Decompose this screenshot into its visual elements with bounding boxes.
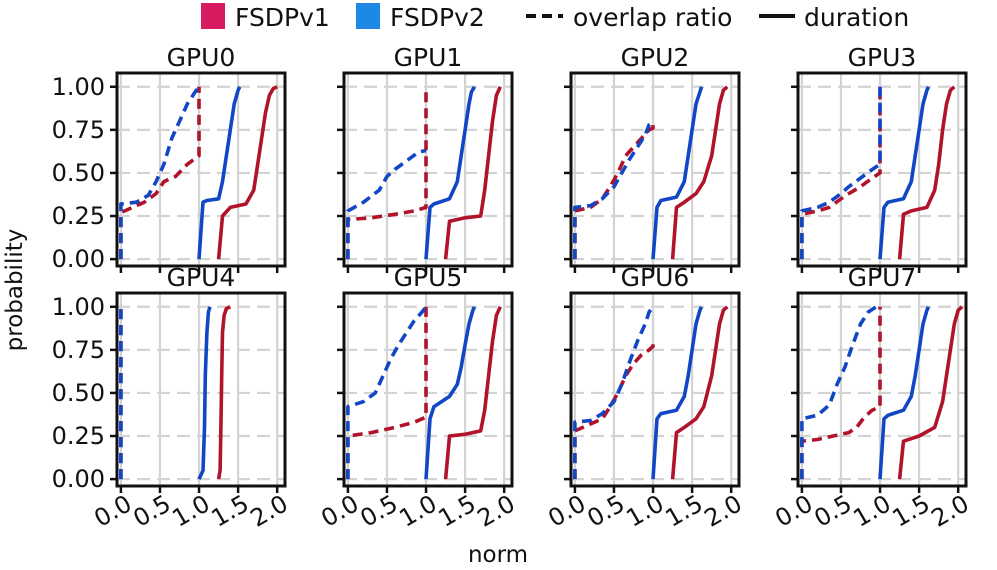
subplot-title: GPU1: [394, 43, 463, 72]
series-fsdpv1-overlap-ratio: [573, 121, 655, 260]
series-fsdpv2-duration: [424, 306, 477, 480]
legend: FSDPv1 FSDPv2 overlap ratio duration: [201, 3, 909, 32]
y-tick-label: 1.00: [52, 293, 105, 321]
series-fsdpv1-duration: [897, 85, 956, 260]
y-tick-label: 0.00: [52, 465, 105, 493]
series-fsdpv2-overlap-ratio: [573, 305, 655, 480]
y-tick-label: 0.50: [52, 379, 105, 407]
y-tick-label: 0.75: [52, 336, 105, 364]
subplot-title: GPU7: [848, 263, 917, 292]
plot-frame: [115, 291, 287, 488]
series-fsdpv1-duration: [216, 305, 232, 480]
series-fsdpv1-duration: [216, 85, 278, 260]
subplot-gpu2: GPU2: [564, 43, 741, 273]
x-tick-label: 2.0: [473, 489, 520, 532]
subplot-title: GPU4: [167, 263, 236, 292]
x-tick-label: 2.0: [700, 489, 747, 532]
legend-label-fsdpv2: FSDPv2: [390, 3, 485, 32]
legend-swatch-fsdpv2: [356, 3, 380, 29]
series-fsdpv1-overlap-ratio: [800, 86, 882, 260]
series-fsdpv1-duration: [670, 305, 729, 480]
series-fsdpv2-duration: [878, 86, 931, 260]
subplot-gpu1: GPU1: [337, 43, 514, 273]
plot-frame: [796, 71, 968, 268]
y-tick-label: 0.25: [52, 422, 105, 450]
subplot-gpu0: GPU0 0.00 0.25 0.50 0.75 1.00: [52, 43, 287, 273]
subplot-title: GPU5: [394, 263, 463, 292]
series-fsdpv2-overlap-ratio: [800, 305, 878, 480]
y-axis-label: probability: [2, 229, 28, 352]
series-fsdpv2-duration: [197, 306, 212, 480]
subplot-title: GPU6: [621, 263, 690, 292]
subplot-title: GPU0: [167, 43, 236, 72]
subplot-gpu3: GPU3: [791, 43, 968, 273]
series-fsdpv2-overlap-ratio: [346, 305, 428, 480]
series-fsdpv2-duration: [878, 306, 931, 480]
legend-label-duration: duration: [804, 3, 909, 32]
x-tick-label: 2.0: [927, 489, 974, 532]
series-fsdpv2-duration: [424, 85, 477, 260]
y-tick-label: 0.00: [52, 245, 105, 273]
y-tick-label: 0.50: [52, 159, 105, 187]
series-fsdpv2-duration: [197, 86, 242, 260]
series-fsdpv2-overlap-ratio: [119, 85, 201, 260]
plot-frame: [569, 291, 741, 488]
plot-frame: [796, 291, 968, 488]
series-fsdpv1-duration: [670, 85, 729, 260]
series-fsdpv1-overlap-ratio: [346, 86, 428, 260]
subplot-title: GPU2: [621, 43, 690, 72]
x-axis-label: norm: [468, 542, 528, 568]
series-fsdpv2-overlap-ratio: [573, 119, 655, 260]
legend-label-fsdpv1: FSDPv1: [235, 3, 330, 32]
plot-frame: [115, 71, 287, 268]
x-tick-label: 2.0: [246, 489, 293, 532]
series-fsdpv2-overlap-ratio: [800, 86, 882, 260]
plot-frame: [342, 71, 514, 268]
y-tick-label: 0.25: [52, 202, 105, 230]
series-fsdpv1-overlap-ratio: [119, 86, 201, 260]
series-fsdpv1-duration: [897, 305, 964, 480]
plot-frame: [569, 71, 741, 268]
subplot-grid: GPU0 0.00 0.25 0.50 0.75 1.00 GPU1 GPU2 GPU3 GPU4…: [52, 43, 974, 533]
series-fsdpv2-duration: [651, 306, 704, 480]
subplot-title: GPU3: [848, 43, 917, 72]
y-tick-label: 0.75: [52, 116, 105, 144]
series-fsdpv1-duration: [443, 86, 502, 260]
legend-label-overlap: overlap ratio: [573, 3, 732, 32]
legend-swatch-fsdpv1: [201, 3, 225, 29]
y-tick-label: 1.00: [52, 73, 105, 101]
series-fsdpv1-duration: [443, 306, 502, 480]
series-fsdpv2-overlap-ratio: [346, 148, 427, 260]
plot-frame: [342, 291, 514, 488]
series-fsdpv2-duration: [651, 86, 704, 260]
